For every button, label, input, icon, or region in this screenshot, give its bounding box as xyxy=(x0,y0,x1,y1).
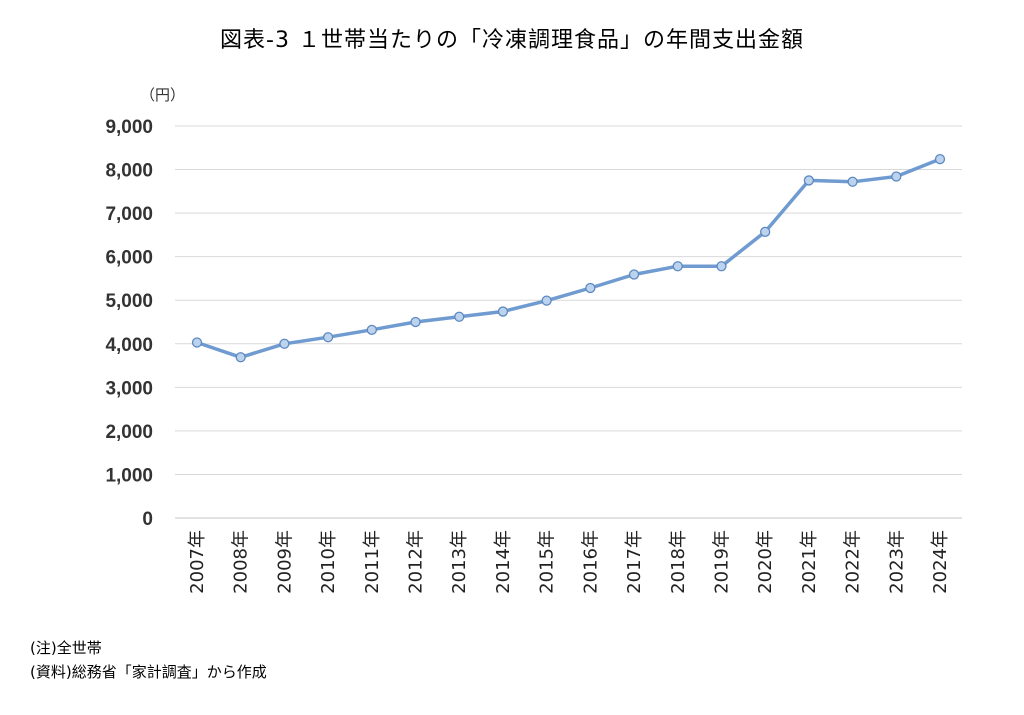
data-point xyxy=(760,226,771,237)
series-markers xyxy=(191,153,946,363)
x-tick-label: 2018年 xyxy=(668,530,689,594)
data-point xyxy=(847,176,858,187)
x-tick-label: 2009年 xyxy=(274,530,295,594)
data-point xyxy=(934,153,946,165)
data-point xyxy=(585,282,596,294)
y-tick-label: 0 xyxy=(142,509,153,530)
y-tick-label: 7,000 xyxy=(105,204,153,225)
y-tick-label: 3,000 xyxy=(105,378,153,399)
data-point xyxy=(279,338,290,349)
data-point xyxy=(366,324,377,335)
data-point xyxy=(454,311,465,322)
data-point xyxy=(541,295,552,306)
data-point xyxy=(497,306,509,317)
data-point xyxy=(322,332,334,343)
chart-title: 図表-3 １世帯当たりの「冷凍調理食品」の年間支出金額 xyxy=(220,28,804,53)
gridlines xyxy=(175,125,962,519)
x-tick-label: 2022年 xyxy=(843,530,864,594)
data-point xyxy=(716,261,727,272)
data-point xyxy=(891,171,902,182)
x-tick-label: 2012年 xyxy=(406,530,427,594)
y-tick-label: 8,000 xyxy=(105,161,153,182)
data-point xyxy=(672,261,683,272)
x-tick-label: 2023年 xyxy=(886,530,907,594)
note-line: (注)全世帯 xyxy=(30,639,102,657)
y-axis-unit-label: （円） xyxy=(140,86,186,104)
y-tick-label: 9,000 xyxy=(105,117,153,138)
x-tick-label: 2019年 xyxy=(711,530,732,594)
note-line: (資料)総務省「家計調査」から作成 xyxy=(30,663,267,681)
y-tick-label: 5,000 xyxy=(105,291,153,312)
x-tick-label: 2021年 xyxy=(799,530,820,594)
x-axis-ticks: 2007年 2008年 2009年 2010年 2011年 2012年 2013年 2014年… xyxy=(187,530,951,594)
data-point xyxy=(803,175,815,186)
y-tick-label: 6,000 xyxy=(105,248,153,269)
x-tick-label: 2017年 xyxy=(624,530,645,594)
footnotes: (注)全世帯 (資料)総務省「家計調査」から作成 xyxy=(30,636,267,684)
x-tick-label: 2020年 xyxy=(755,530,776,594)
y-tick-label: 1,000 xyxy=(105,465,153,486)
data-point xyxy=(235,352,246,363)
x-tick-label: 2011年 xyxy=(362,530,383,594)
data-point xyxy=(410,316,421,328)
y-tick-label: 2,000 xyxy=(105,422,153,443)
series-line xyxy=(195,157,942,360)
y-axis-ticks: 0 1,000 2,000 3,000 4,000 5,000 6,000 7,000 8,00… xyxy=(105,117,153,530)
x-tick-label: 2016年 xyxy=(580,530,601,594)
x-tick-label: 2007年 xyxy=(187,530,208,594)
x-tick-label: 2014年 xyxy=(493,530,514,594)
x-tick-label: 2010年 xyxy=(318,530,339,594)
x-tick-label: 2015年 xyxy=(537,530,558,594)
y-tick-label: 4,000 xyxy=(105,335,153,356)
x-tick-label: 2008年 xyxy=(231,530,252,594)
data-point xyxy=(191,337,203,348)
data-point xyxy=(628,269,640,280)
x-tick-label: 2013年 xyxy=(449,530,470,594)
x-tick-label: 2024年 xyxy=(930,530,951,594)
